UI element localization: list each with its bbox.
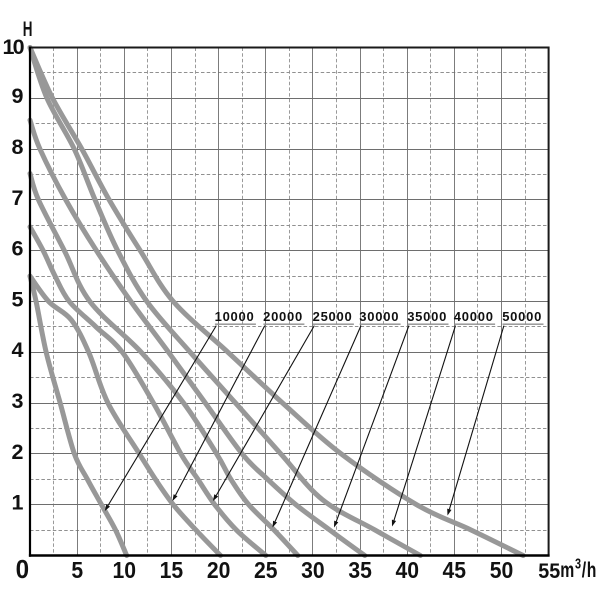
svg-text:55: 55 bbox=[538, 559, 560, 583]
svg-text:2: 2 bbox=[12, 440, 24, 464]
svg-text:9: 9 bbox=[12, 84, 24, 108]
svg-text:30: 30 bbox=[301, 557, 325, 583]
svg-text:45: 45 bbox=[443, 557, 467, 583]
svg-text:10000: 10000 bbox=[215, 309, 255, 324]
svg-text:10: 10 bbox=[2, 35, 24, 59]
svg-text:5: 5 bbox=[71, 557, 83, 583]
svg-text:H: H bbox=[23, 17, 33, 41]
svg-text:20: 20 bbox=[207, 557, 231, 583]
svg-text:0: 0 bbox=[16, 555, 29, 584]
svg-text:3: 3 bbox=[12, 389, 24, 413]
svg-text:40: 40 bbox=[395, 557, 419, 583]
svg-text:7: 7 bbox=[12, 186, 24, 210]
svg-text:25: 25 bbox=[254, 557, 278, 583]
svg-text:10: 10 bbox=[113, 557, 137, 583]
svg-text:20000: 20000 bbox=[263, 309, 303, 324]
svg-text:50: 50 bbox=[490, 557, 514, 583]
svg-text:m3/h: m3/h bbox=[560, 555, 597, 582]
svg-text:25000: 25000 bbox=[313, 309, 353, 324]
svg-text:50000: 50000 bbox=[502, 309, 542, 324]
svg-text:1: 1 bbox=[12, 491, 24, 515]
svg-text:40000: 40000 bbox=[454, 309, 494, 324]
svg-text:5: 5 bbox=[12, 287, 24, 311]
svg-text:4: 4 bbox=[12, 338, 24, 362]
svg-text:35: 35 bbox=[348, 557, 372, 583]
svg-text:6: 6 bbox=[12, 237, 24, 261]
svg-text:30000: 30000 bbox=[359, 309, 399, 324]
svg-text:8: 8 bbox=[12, 135, 24, 159]
svg-text:35000: 35000 bbox=[407, 309, 447, 324]
svg-text:15: 15 bbox=[160, 557, 184, 583]
